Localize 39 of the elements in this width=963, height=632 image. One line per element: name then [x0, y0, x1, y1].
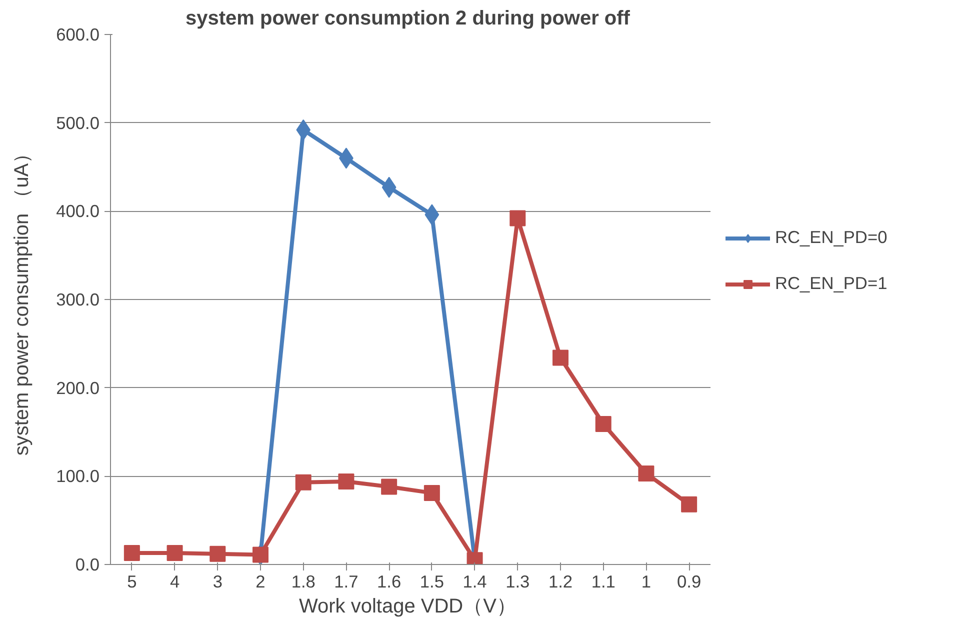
chart-title: system power consumption 2 during power off	[185, 8, 630, 30]
point	[681, 496, 698, 512]
y-tick-label: 0.0	[75, 554, 100, 574]
point	[295, 474, 312, 490]
y-tick-label: 600.0	[56, 24, 100, 44]
point	[595, 416, 612, 432]
point	[124, 545, 140, 562]
point	[552, 350, 568, 366]
x-tick-label: 1.2	[548, 572, 573, 592]
x-tick-label: 1.3	[506, 572, 530, 592]
x-tick-label: 1.5	[420, 572, 444, 592]
point	[510, 210, 526, 226]
point	[338, 473, 354, 490]
y-tick-label: 500.0	[56, 112, 100, 133]
y-tick-label: 300.0	[56, 290, 100, 310]
point	[381, 478, 398, 495]
x-tick-label: 1.7	[334, 572, 358, 592]
point	[638, 466, 654, 482]
y-tick-label: 200.0	[56, 378, 100, 398]
y-axis-title: system power consumption （uA）	[11, 143, 34, 456]
x-tick-label: 3	[212, 572, 222, 592]
x-axis-title: Work voltage VDD（V）	[298, 596, 516, 618]
x-tick-label: 4	[170, 572, 180, 592]
x-tick-label: 1.8	[291, 572, 316, 592]
x-tick-label: 2	[256, 572, 266, 592]
point	[252, 546, 268, 563]
y-tick-label: 100.0	[56, 466, 100, 486]
x-tick-label: 1	[641, 572, 652, 592]
point	[166, 545, 183, 562]
point	[210, 546, 226, 562]
legend-label: RC_EN_PD=0	[775, 227, 888, 248]
x-tick-label: 5	[127, 572, 137, 592]
point	[424, 484, 440, 501]
y-tick-label: 400.0	[56, 201, 100, 222]
x-tick-label: 0.9	[677, 572, 702, 592]
legend-label: RC_EN_PD=1	[775, 273, 888, 294]
x-tick-label: 1.4	[462, 572, 488, 592]
x-tick-label: 1.6	[377, 572, 402, 592]
x-tick-label: 1.1	[591, 572, 616, 592]
